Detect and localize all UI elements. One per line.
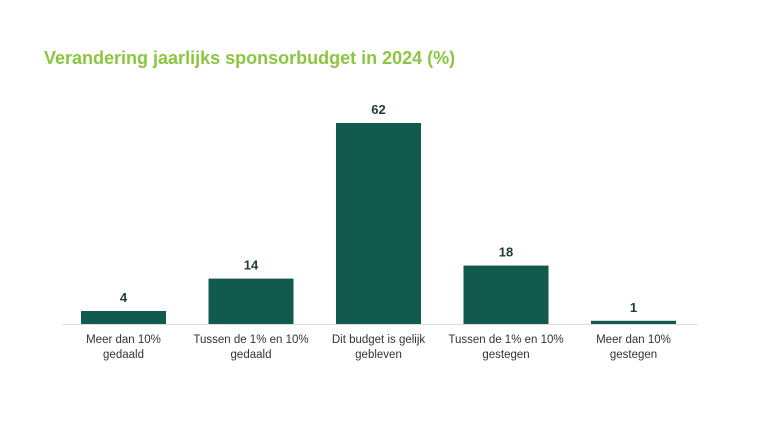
category-label-1: Meer dan 10% gedaald bbox=[86, 334, 161, 361]
data-label-2: 14 bbox=[244, 258, 259, 273]
chart-title: Verandering jaarlijks sponsorbudget in 2… bbox=[44, 48, 456, 68]
category-label-2: Tussen de 1% en 10% gedaald bbox=[193, 334, 308, 361]
bar-1 bbox=[81, 311, 166, 324]
data-label-5: 1 bbox=[630, 300, 637, 315]
bar-3 bbox=[336, 123, 421, 324]
data-label-4: 18 bbox=[499, 245, 513, 260]
bar-4 bbox=[463, 265, 549, 324]
category-label-5: Meer dan 10% gestegen bbox=[596, 334, 671, 361]
category-label-3: Dit budget is gelijk gebleven bbox=[332, 334, 426, 361]
bar-5 bbox=[591, 320, 676, 324]
category-label-4: Tussen de 1% en 10% gestegen bbox=[448, 334, 563, 361]
data-label-3: 62 bbox=[371, 102, 385, 117]
data-label-1: 4 bbox=[120, 290, 128, 305]
bar-2 bbox=[208, 278, 294, 324]
